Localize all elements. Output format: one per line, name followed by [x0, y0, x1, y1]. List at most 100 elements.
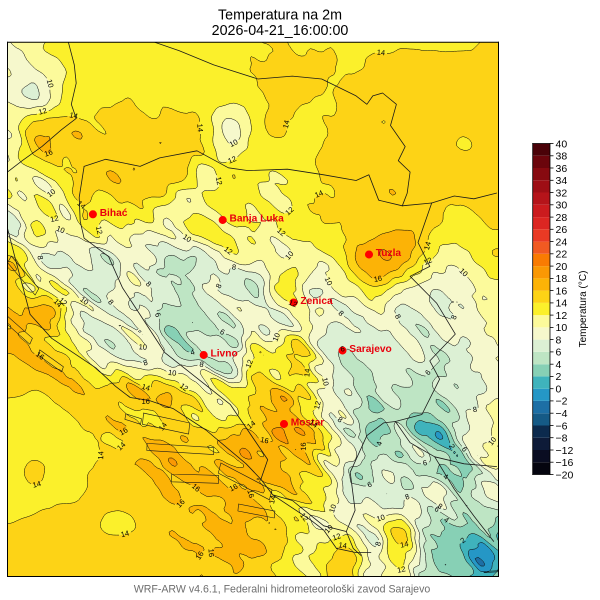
- svg-text:Sarajevo: Sarajevo: [349, 344, 391, 355]
- svg-text:14: 14: [281, 119, 292, 129]
- svg-text:14: 14: [267, 495, 278, 505]
- svg-text:6: 6: [340, 344, 346, 354]
- svg-text:14: 14: [376, 48, 385, 58]
- svg-text:−12: −12: [556, 445, 574, 457]
- svg-text:16: 16: [245, 489, 256, 499]
- svg-text:12: 12: [94, 225, 104, 235]
- svg-text:Bihać: Bihać: [100, 208, 128, 219]
- svg-text:22: 22: [556, 249, 568, 261]
- svg-text:14: 14: [308, 418, 320, 430]
- svg-text:12: 12: [227, 154, 238, 166]
- svg-text:16: 16: [228, 482, 239, 494]
- svg-text:16: 16: [43, 147, 54, 158]
- svg-text:2: 2: [458, 536, 467, 546]
- svg-text:10: 10: [45, 78, 56, 88]
- svg-text:4: 4: [189, 347, 196, 357]
- svg-text:10: 10: [327, 503, 338, 514]
- svg-text:10: 10: [55, 224, 66, 235]
- svg-text:10: 10: [556, 322, 568, 334]
- svg-text:2: 2: [447, 443, 457, 451]
- svg-text:Temperatura na 2m: Temperatura na 2m: [218, 8, 342, 24]
- svg-text:16: 16: [194, 550, 206, 562]
- svg-text:16: 16: [259, 435, 269, 446]
- svg-text:8: 8: [144, 279, 153, 288]
- svg-text:4: 4: [556, 359, 562, 371]
- svg-text:WRF-ARW v4.6.1, Federalni hidr: WRF-ARW v4.6.1, Federalni hidrometeorolo…: [134, 583, 431, 595]
- svg-text:12: 12: [422, 255, 433, 267]
- svg-text:8: 8: [36, 255, 45, 260]
- svg-text:26: 26: [556, 224, 568, 236]
- svg-text:−20: −20: [556, 469, 574, 481]
- svg-text:−16: −16: [556, 457, 574, 469]
- svg-text:8: 8: [106, 298, 115, 307]
- svg-text:6: 6: [218, 327, 226, 337]
- svg-text:10: 10: [181, 232, 193, 244]
- svg-text:14: 14: [32, 479, 42, 490]
- svg-text:8: 8: [214, 282, 224, 290]
- svg-text:12: 12: [243, 358, 255, 369]
- svg-text:16: 16: [373, 274, 383, 284]
- svg-text:16: 16: [118, 425, 130, 437]
- svg-text:12: 12: [312, 400, 323, 410]
- svg-text:−6: −6: [556, 420, 568, 432]
- svg-text:36: 36: [556, 163, 568, 175]
- svg-text:14: 14: [141, 382, 152, 393]
- svg-text:10: 10: [228, 137, 239, 149]
- svg-text:12: 12: [37, 106, 47, 117]
- svg-text:−8: −8: [556, 433, 568, 445]
- svg-text:2026-04-21_16:00:00: 2026-04-21_16:00:00: [212, 23, 349, 39]
- svg-text:Livno: Livno: [211, 349, 238, 360]
- svg-text:8: 8: [393, 313, 403, 321]
- svg-text:8: 8: [556, 335, 562, 347]
- svg-text:6: 6: [153, 311, 163, 318]
- svg-text:12: 12: [396, 564, 406, 575]
- svg-text:12: 12: [331, 531, 342, 542]
- svg-text:16: 16: [141, 397, 150, 406]
- svg-text:6: 6: [460, 445, 470, 453]
- svg-text:6: 6: [433, 504, 442, 514]
- svg-text:14: 14: [195, 123, 205, 132]
- svg-text:8: 8: [337, 309, 346, 318]
- svg-text:4: 4: [442, 515, 451, 525]
- svg-text:2: 2: [556, 371, 562, 383]
- svg-text:10: 10: [271, 332, 283, 343]
- svg-text:Banja Luka: Banja Luka: [230, 214, 285, 225]
- svg-text:16: 16: [299, 442, 308, 450]
- svg-text:8: 8: [336, 415, 344, 425]
- svg-text:6: 6: [366, 480, 373, 490]
- svg-text:14: 14: [556, 298, 568, 310]
- svg-text:8: 8: [472, 405, 478, 415]
- svg-text:16: 16: [207, 548, 217, 557]
- svg-text:Tuzla: Tuzla: [376, 248, 402, 259]
- svg-text:4: 4: [374, 441, 384, 447]
- svg-text:40: 40: [556, 138, 568, 150]
- svg-text:10: 10: [320, 377, 331, 387]
- svg-text:24: 24: [556, 236, 568, 248]
- svg-text:10: 10: [168, 368, 177, 378]
- svg-text:14: 14: [69, 110, 79, 121]
- svg-text:14: 14: [338, 540, 347, 550]
- svg-text:6: 6: [422, 458, 427, 468]
- svg-text:30: 30: [556, 200, 568, 212]
- svg-text:4: 4: [442, 472, 450, 482]
- svg-text:12: 12: [49, 213, 59, 224]
- svg-text:12: 12: [556, 310, 568, 322]
- svg-text:14: 14: [399, 539, 409, 549]
- svg-text:38: 38: [556, 151, 568, 163]
- svg-text:14: 14: [302, 368, 312, 377]
- svg-text:10: 10: [138, 342, 147, 352]
- svg-text:14: 14: [313, 188, 324, 200]
- svg-text:18: 18: [556, 273, 568, 285]
- svg-text:8: 8: [449, 314, 459, 321]
- svg-text:12: 12: [214, 176, 225, 186]
- svg-text:−4: −4: [556, 408, 568, 420]
- svg-text:8: 8: [142, 358, 149, 368]
- svg-text:Zenica: Zenica: [300, 296, 333, 307]
- svg-text:12: 12: [287, 298, 298, 309]
- svg-text:10: 10: [323, 275, 335, 286]
- svg-text:8: 8: [404, 492, 411, 502]
- svg-text:Mostar: Mostar: [291, 418, 324, 429]
- svg-text:8: 8: [199, 360, 205, 370]
- svg-text:14: 14: [422, 241, 433, 251]
- svg-text:28: 28: [556, 212, 568, 224]
